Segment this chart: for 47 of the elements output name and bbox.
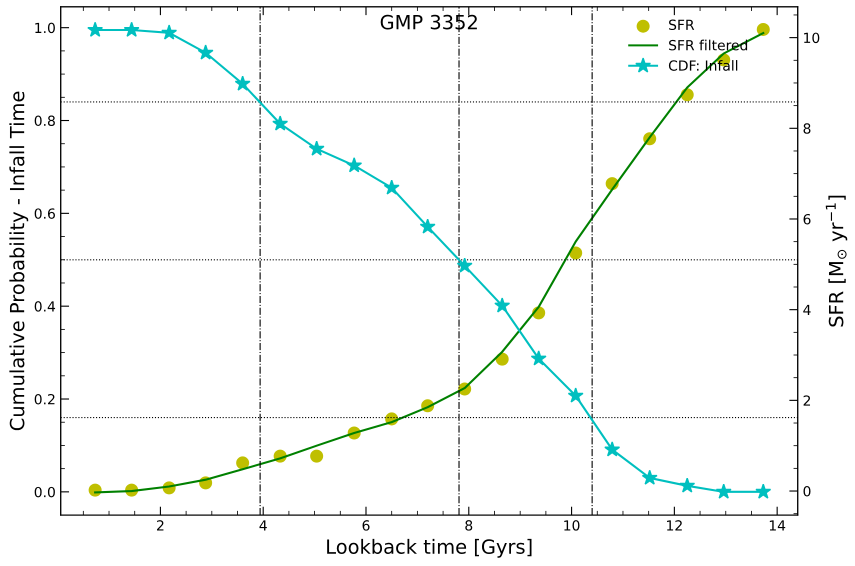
y2-tick-label: 0 (803, 486, 810, 497)
point (384, 179, 400, 195)
x-tick-label: 10 (564, 520, 580, 531)
point (87, 22, 104, 37)
x-tick-label: 14 (770, 520, 786, 530)
y-tick-label: 0.0 (34, 486, 55, 498)
point (234, 76, 251, 91)
x-axis-title: Lookback time [Gyrs] (327, 538, 532, 558)
point (272, 115, 288, 131)
y-axis-title: Cumulative Probability - Infall Time (9, 92, 28, 430)
y2-tick-label: 2 (804, 395, 810, 406)
point (569, 246, 582, 260)
x-tick-label: 12 (667, 520, 682, 530)
point (604, 441, 620, 456)
point (420, 218, 436, 234)
x-tick-label: 2 (157, 520, 164, 530)
legend-label: SFR (669, 20, 694, 30)
point (308, 140, 325, 156)
chart-title: GMP 3352 (380, 14, 477, 30)
point (679, 477, 696, 493)
point (530, 350, 547, 366)
point (236, 456, 250, 470)
point (755, 484, 772, 499)
point (161, 24, 178, 40)
point (124, 22, 140, 37)
point (456, 257, 473, 273)
point (198, 44, 214, 60)
point (716, 484, 732, 499)
y2-tick-label: 4 (803, 304, 811, 315)
y-tick-label: 1.0 (35, 22, 55, 34)
y-tick-label: 0.6 (34, 208, 55, 219)
y2-tick-label: 10 (804, 32, 820, 44)
point (310, 450, 324, 463)
y2-tick-label: 8 (804, 123, 810, 134)
x-tick-label: 8 (465, 520, 472, 531)
y-tick-label: 0.4 (34, 301, 56, 312)
point (494, 297, 510, 313)
x-tick-label: 4 (259, 520, 267, 530)
y2-tick-label: 6 (804, 214, 811, 224)
point (346, 157, 362, 172)
x-tick-label: 6 (362, 520, 370, 531)
y-tick-label: 0.8 (34, 115, 55, 126)
point (568, 387, 584, 403)
y2-axis-title: SFR [M$_{⊙}$ yr$^{−1}$] (826, 196, 848, 327)
point (756, 22, 770, 36)
point (642, 470, 658, 485)
y-tick-label: 0.2 (34, 394, 54, 404)
